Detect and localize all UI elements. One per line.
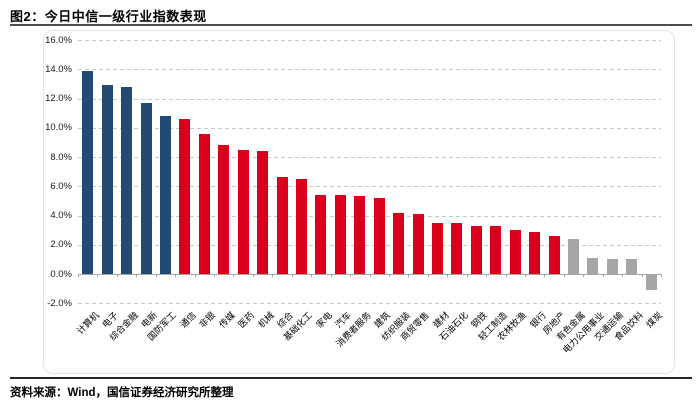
axis-tick	[252, 274, 254, 277]
axis-tick	[155, 274, 157, 277]
axis-tick	[194, 274, 196, 277]
bar	[645, 275, 657, 290]
gridline	[78, 186, 661, 188]
bar	[470, 225, 482, 274]
axis-tick	[661, 274, 662, 277]
y-tick-label: 14.0%	[45, 63, 72, 75]
bar	[412, 214, 424, 274]
axis-tick	[447, 274, 449, 277]
axis-tick	[291, 274, 293, 277]
axis-tick	[524, 274, 526, 277]
bar	[354, 196, 366, 274]
axis-tick	[369, 274, 371, 277]
bar	[198, 133, 210, 274]
bar	[548, 235, 560, 274]
axis-tick	[350, 274, 352, 277]
axis-tick	[563, 274, 565, 277]
chart-border	[43, 30, 675, 374]
axis-tick	[311, 274, 313, 277]
axis-tick	[233, 274, 235, 277]
y-tick-label: 12.0%	[45, 93, 72, 104]
bar	[179, 118, 191, 274]
x-tick-label: 家电	[314, 310, 334, 330]
bar	[257, 151, 269, 274]
axis-tick	[486, 274, 488, 277]
gridline	[78, 127, 661, 129]
bar	[159, 116, 171, 274]
bar	[237, 149, 249, 274]
bar	[529, 231, 541, 274]
axis-tick	[408, 274, 410, 277]
bar	[393, 212, 405, 274]
gridline	[78, 98, 661, 100]
axis-tick	[136, 274, 138, 277]
gridline	[78, 157, 661, 158]
y-tick-label: 6.0%	[50, 180, 72, 192]
title-underline	[10, 24, 692, 26]
y-tick-label: 8.0%	[50, 151, 72, 163]
x-tick-label: 传媒	[217, 310, 237, 330]
axis-tick	[330, 274, 332, 277]
x-tick-label: 机械	[255, 310, 276, 330]
axis-tick	[388, 274, 390, 277]
axis-tick	[272, 274, 274, 277]
bar	[295, 178, 307, 274]
gridline	[78, 40, 661, 41]
axis-tick	[602, 274, 604, 277]
y-tick-label: 16.0%	[45, 34, 72, 46]
source-note: 资料来源：Wind，国信证券经济研究所整理	[10, 387, 234, 399]
bar	[276, 177, 288, 274]
axis-tick	[466, 274, 468, 277]
bar	[606, 259, 618, 274]
bar	[509, 230, 521, 274]
bar	[587, 257, 599, 274]
axis-tick	[505, 274, 507, 277]
bar	[451, 222, 463, 274]
axis-tick	[427, 274, 429, 277]
axis-tick	[116, 274, 118, 277]
bar	[568, 238, 580, 274]
y-tick-label: 10.0%	[45, 122, 72, 134]
bar	[432, 222, 444, 274]
bar	[101, 85, 113, 274]
axis-tick	[583, 274, 585, 277]
x-tick-label: 煤炭	[644, 310, 665, 330]
bar	[334, 195, 346, 274]
x-tick-label: 医药	[236, 310, 257, 330]
bar	[626, 259, 638, 274]
axis-tick	[214, 274, 216, 277]
axis-tick	[97, 274, 99, 277]
axis-tick	[78, 274, 79, 277]
axis-tick	[641, 274, 643, 277]
y-tick-label: 0.0%	[50, 268, 72, 280]
x-tick-label: 计算机	[74, 310, 101, 337]
axis-tick	[175, 274, 177, 277]
y-tick-label: -2.0%	[47, 297, 72, 309]
axis-tick	[622, 274, 624, 277]
gridline	[78, 215, 661, 217]
bar	[121, 86, 133, 274]
axis-tick	[544, 274, 546, 277]
bar-chart: 16.0% 14.0% 12.0% 10.0% 8.0% 6.0% 4.0% 2.0% 0.0%…	[45, 34, 665, 356]
bar	[82, 70, 94, 274]
bar	[490, 225, 502, 274]
gridline	[78, 244, 661, 246]
footer-divider	[10, 377, 692, 379]
y-tick-label: 4.0%	[50, 210, 72, 221]
page-title: 图2：今日中信一级行业指数表现	[10, 9, 207, 24]
gridline	[78, 303, 661, 305]
x-tick-label: 通信	[178, 310, 198, 330]
bar	[373, 197, 385, 274]
bar	[315, 195, 327, 274]
gridline	[78, 69, 661, 71]
bar	[140, 102, 152, 274]
bar	[218, 145, 230, 274]
x-tick-label: 非银	[197, 310, 218, 330]
y-tick-label: 2.0%	[50, 239, 72, 251]
